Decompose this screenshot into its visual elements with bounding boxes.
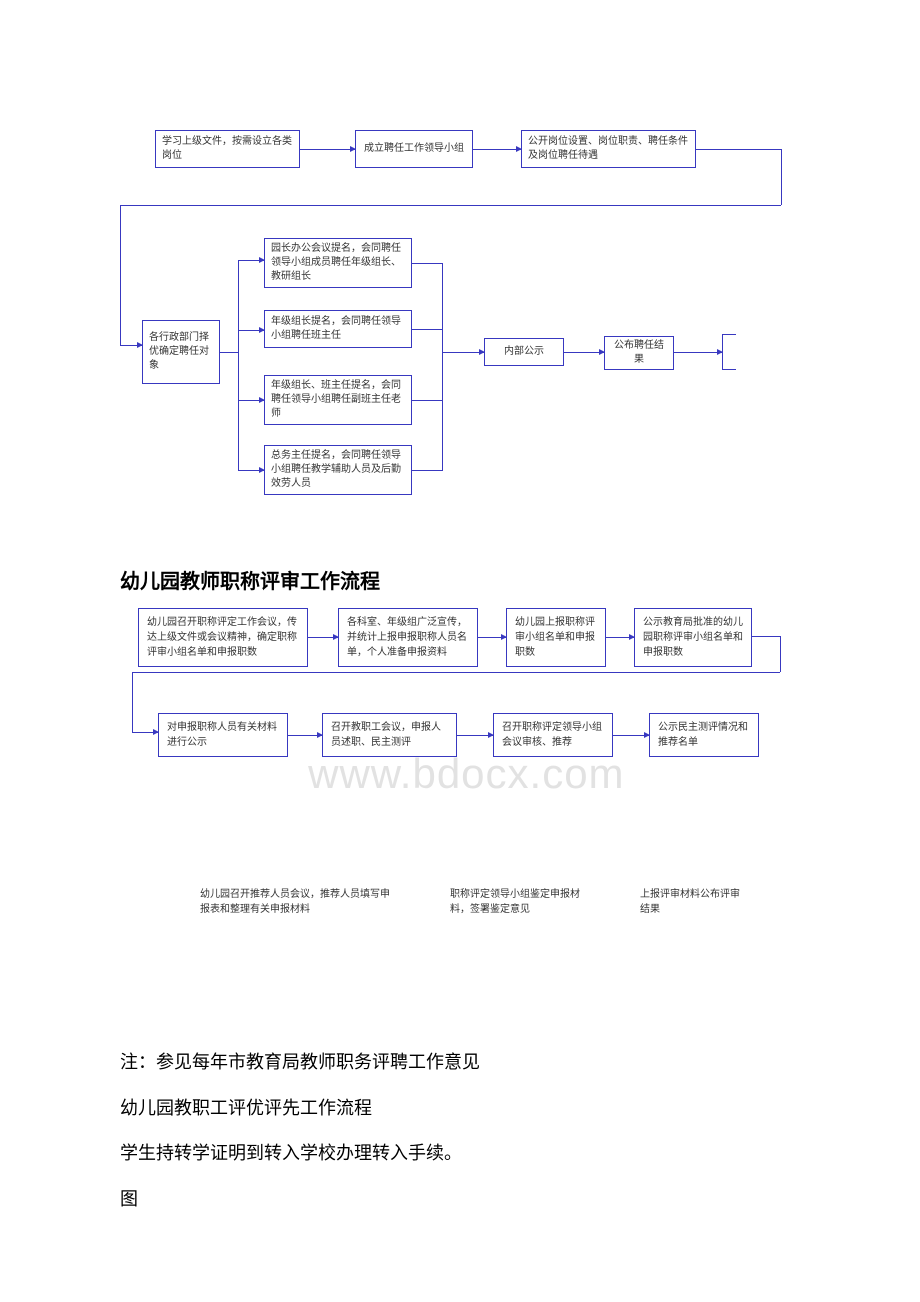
flow2-r2-b3-text: 召开职称评定领导小组会议审核、推荐 <box>502 720 604 750</box>
arrow <box>238 330 264 331</box>
arrow <box>564 352 604 353</box>
flow1-left-text: 各行政部门择优确定聘任对象 <box>149 331 213 373</box>
flow2-r3-c2: 职称评定领导小组鉴定申报材料，签署鉴定意见 <box>450 887 580 917</box>
flow1-mid-2-text: 年级组长提名，会同聘任领导小组聘任班主任 <box>271 315 405 343</box>
connector <box>696 149 781 150</box>
flow1-mid-3-text: 年级组长、班主任提名，会同聘任领导小组聘任副班主任老师 <box>271 379 405 421</box>
connector <box>238 260 239 470</box>
connector <box>412 400 442 401</box>
flow1-mid-2: 年级组长提名，会同聘任领导小组聘任班主任 <box>264 310 412 348</box>
connector <box>781 149 782 205</box>
flow2-r3-c3: 上报评审材料公布评审结果 <box>640 887 740 917</box>
flow2-row3: 幼儿园召开推荐人员会议，推荐人员填写申报表和整理有关申报材料 职称评定领导小组鉴… <box>200 887 800 917</box>
flow2-r2-b2: 召开教职工会议，申报人员述职、民主测评 <box>322 713 457 757</box>
flow1-right-1-text: 内部公示 <box>504 345 544 359</box>
arrow <box>120 345 142 346</box>
page: 学习上级文件，按需设立各类岗位 成立聘任工作领导小组 公开岗位设置、岗位职责、聘… <box>0 0 920 1302</box>
note-paragraph: 注：参见每年市教育局教师职务评聘工作意见 <box>120 1043 800 1083</box>
flow2-r2-b1-text: 对申报职称人员有关材料进行公示 <box>167 720 279 750</box>
flow2-row2: 对申报职称人员有关材料进行公示 召开教职工会议，申报人员述职、民主测评 召开职称… <box>158 713 800 757</box>
flow1-left-box: 各行政部门择优确定聘任对象 <box>142 320 220 384</box>
connector <box>412 470 442 471</box>
connector <box>120 205 781 206</box>
connector <box>412 263 442 264</box>
arrow <box>674 352 722 353</box>
flow2-r2-b2-text: 召开教职工会议，申报人员述职、民主测评 <box>331 720 448 750</box>
flow1-mid-1: 园长办公会议提名，会同聘任领导小组成员聘任年级组长、教研组长 <box>264 238 412 288</box>
arrow <box>613 735 649 736</box>
arrow <box>473 149 521 150</box>
connector <box>442 263 443 471</box>
connector <box>220 352 238 353</box>
flow1-box-1-text: 学习上级文件，按需设立各类岗位 <box>162 135 293 163</box>
flow1-right-2-text: 公布聘任结果 <box>611 339 667 367</box>
section-heading-1: 幼儿园教师职称评审工作流程 <box>120 565 800 594</box>
feedback-connector <box>132 636 772 696</box>
flow1-box-2-text: 成立聘任工作领导小组 <box>364 142 464 156</box>
flow2-r2-b1: 对申报职称人员有关材料进行公示 <box>158 713 288 757</box>
arrow <box>238 470 264 471</box>
paragraph-4: 图 <box>120 1180 800 1220</box>
paragraph-3: 学生持转学证明到转入学校办理转入手续。 <box>120 1134 800 1174</box>
flow1-mid-4-text: 总务主任提名，会同聘任领导小组聘任教学辅助人员及后勤效劳人员 <box>271 449 405 491</box>
connector <box>120 205 121 345</box>
flow1-box-2: 成立聘任工作领导小组 <box>355 130 473 168</box>
arrow <box>238 260 264 261</box>
flow2-r2-b3: 召开职称评定领导小组会议审核、推荐 <box>493 713 613 757</box>
arrow <box>457 735 493 736</box>
flow1-mid-4: 总务主任提名，会同聘任领导小组聘任教学辅助人员及后勤效劳人员 <box>264 445 412 495</box>
flow1-box-1: 学习上级文件，按需设立各类岗位 <box>155 130 300 168</box>
flow1-mid-1-text: 园长办公会议提名，会同聘任领导小组成员聘任年级组长、教研组长 <box>271 242 405 284</box>
open-connector <box>722 334 736 370</box>
arrow <box>442 352 484 353</box>
connector <box>412 329 442 330</box>
flow1-box-3-text: 公开岗位设置、岗位职责、聘任条件及岗位聘任待遇 <box>528 135 689 163</box>
flow1-right-2: 公布聘任结果 <box>604 336 674 370</box>
arrow <box>238 400 264 401</box>
arrow <box>288 735 322 736</box>
flow1-box-3: 公开岗位设置、岗位职责、聘任条件及岗位聘任待遇 <box>521 130 696 168</box>
flow2-r2-b4: 公示民主测评情况和推荐名单 <box>649 713 759 757</box>
flow1-mid-3: 年级组长、班主任提名，会同聘任领导小组聘任副班主任老师 <box>264 375 412 425</box>
arrow <box>300 149 355 150</box>
flow1-right-1: 内部公示 <box>484 338 564 366</box>
flow2-r2-b4-text: 公示民主测评情况和推荐名单 <box>658 720 750 750</box>
flowchart-2: 幼儿园召开职称评定工作会议，传达上级文件或会议精神，确定职称评审小组名单和申报职… <box>120 608 800 917</box>
flowchart-1: 学习上级文件，按需设立各类岗位 成立聘任工作领导小组 公开岗位设置、岗位职责、聘… <box>120 130 800 510</box>
paragraph-2: 幼儿园教职工评优评先工作流程 <box>120 1089 800 1129</box>
flow2-r3-c1: 幼儿园召开推荐人员会议，推荐人员填写申报表和整理有关申报材料 <box>200 887 390 917</box>
